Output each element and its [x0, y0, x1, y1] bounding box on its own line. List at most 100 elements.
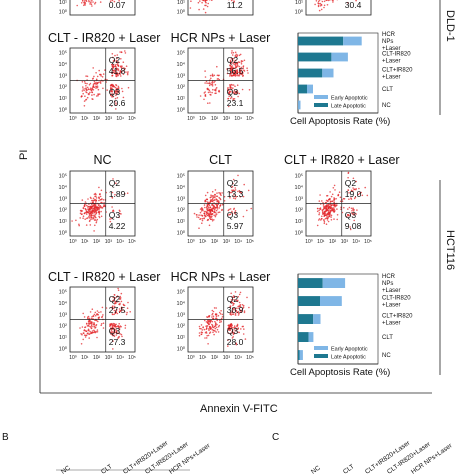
event-dot	[362, 195, 364, 197]
event-dot	[318, 214, 320, 216]
event-dot	[90, 2, 92, 4]
x-tick-label: 10³	[105, 239, 113, 245]
event-dot	[103, 199, 105, 201]
event-dot	[326, 0, 328, 1]
event-dot	[95, 326, 97, 328]
event-dot	[210, 207, 212, 209]
event-dot	[330, 216, 332, 218]
event-dot	[210, 219, 212, 221]
event-dot	[98, 89, 100, 91]
x-tick-label: 10¹	[81, 355, 89, 361]
y-tick-label: 10⁰	[59, 107, 68, 114]
event-dot	[102, 314, 104, 316]
event-dot	[222, 316, 224, 318]
event-dot	[82, 86, 84, 88]
x-tick-label: 10¹	[199, 355, 207, 361]
q3-label: Q3	[109, 327, 120, 336]
bar-late	[298, 314, 313, 324]
event-dot	[93, 200, 95, 202]
event-dot	[324, 207, 326, 209]
event-dot	[317, 211, 319, 213]
event-dot	[89, 213, 91, 215]
cell-line-label: HCT116	[444, 230, 456, 270]
bar-category-label: NC	[382, 103, 391, 109]
event-dot	[206, 206, 208, 208]
event-dot	[102, 76, 104, 78]
y-tick-label: 10⁰	[177, 9, 186, 16]
event-dot	[95, 206, 97, 208]
event-dot	[216, 210, 218, 212]
event-dot	[322, 1, 324, 3]
event-dot	[215, 214, 217, 216]
event-dot	[199, 326, 201, 328]
event-dot	[92, 67, 94, 69]
event-dot	[83, 208, 85, 210]
event-dot	[328, 221, 330, 223]
y-tick-label: 10³	[177, 312, 185, 318]
event-dot	[319, 10, 321, 12]
event-dot	[208, 335, 210, 337]
y-tick-label: 10²	[177, 208, 185, 214]
event-dot	[332, 194, 334, 196]
event-dot	[123, 61, 125, 63]
event-dot	[198, 9, 200, 11]
event-dot	[215, 207, 217, 209]
event-dot	[94, 3, 96, 5]
event-dot	[84, 3, 86, 5]
event-dot	[332, 1, 334, 3]
event-dot	[323, 213, 325, 215]
event-dot	[205, 76, 207, 78]
event-dot	[201, 222, 203, 224]
event-dot	[95, 196, 97, 198]
event-dot	[241, 63, 243, 65]
q2-label: Q2	[227, 56, 238, 65]
event-dot	[201, 207, 203, 209]
x-tick-label: 10⁵	[128, 116, 136, 122]
event-dot	[88, 216, 90, 218]
event-dot	[216, 192, 218, 194]
event-dot	[351, 208, 353, 210]
event-dot	[129, 311, 131, 313]
event-dot	[81, 95, 83, 97]
event-dot	[244, 60, 246, 62]
event-dot	[211, 316, 213, 318]
event-dot	[100, 81, 102, 83]
event-dot	[216, 66, 218, 68]
bar-x-axis-label: Cell Apoptosis Rate (%)	[290, 367, 390, 378]
event-dot	[217, 78, 219, 80]
event-dot	[215, 88, 217, 90]
panel-title: CLT	[166, 153, 275, 167]
event-dot	[328, 214, 330, 216]
bar-late	[298, 37, 343, 46]
q3-value: 5.97	[227, 222, 244, 231]
event-dot	[95, 72, 97, 74]
y-tick-label: 10²	[295, 208, 303, 214]
y-tick-label: 10⁵	[177, 50, 185, 57]
event-dot	[321, 216, 323, 218]
x-tick-label: 10⁵	[246, 239, 254, 245]
event-dot	[196, 214, 198, 216]
event-dot	[209, 327, 211, 329]
event-dot	[240, 54, 242, 56]
event-dot	[330, 205, 332, 207]
event-dot	[242, 89, 244, 91]
event-dot	[98, 211, 100, 213]
x-tick-label: 10¹	[81, 116, 89, 122]
event-dot	[338, 194, 340, 196]
event-dot	[91, 216, 93, 218]
event-dot	[84, 218, 86, 220]
event-dot	[339, 191, 341, 193]
event-dot	[190, 7, 192, 9]
event-dot	[334, 185, 336, 187]
event-dot	[89, 92, 91, 94]
event-dot	[249, 89, 251, 91]
event-dot	[121, 301, 123, 303]
event-dot	[81, 334, 83, 336]
event-dot	[127, 72, 129, 74]
event-dot	[124, 50, 126, 52]
panel-letter-b: B	[2, 432, 9, 443]
event-dot	[208, 207, 210, 209]
event-dot	[102, 307, 104, 309]
event-dot	[331, 201, 333, 203]
y-tick-label: 10³	[177, 73, 185, 79]
